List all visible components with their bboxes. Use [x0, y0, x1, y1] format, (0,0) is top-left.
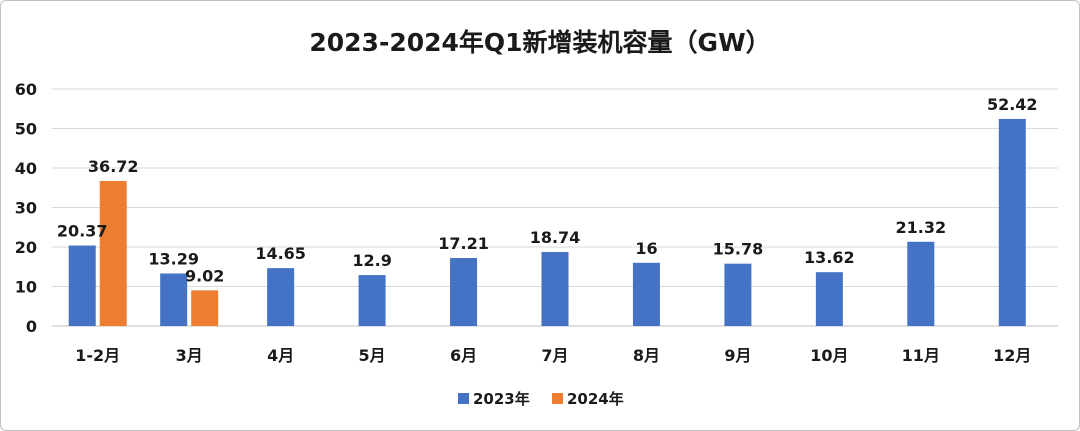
y-tick-label: 40 [15, 159, 37, 178]
y-tick-label: 60 [15, 80, 37, 99]
data-label: 14.65 [255, 244, 306, 263]
legend-swatch [552, 393, 563, 404]
y-tick-label: 0 [26, 317, 37, 336]
data-label: 13.62 [804, 248, 855, 267]
bar-2024年 [191, 290, 219, 326]
x-tick-label: 7月 [541, 346, 568, 365]
data-labels: 20.37 36.72 13.299.02 14.65 12.9 17.21 18.74 16… [57, 95, 1038, 285]
legend-label: 2024年 [567, 390, 624, 408]
x-tick-label: 8月 [633, 346, 660, 365]
x-tick-label: 12月 [993, 346, 1031, 365]
y-tick-label: 30 [15, 199, 37, 218]
x-tick-label: 6月 [450, 346, 477, 365]
legend: 2023年 2024年 [458, 390, 624, 408]
data-label: 36.72 [88, 157, 139, 176]
data-label: 12.9 [352, 251, 391, 270]
bar-2024年 [99, 180, 127, 326]
data-label: 52.42 [987, 95, 1038, 114]
legend-swatch [458, 393, 469, 404]
x-tick-label: 10月 [810, 346, 848, 365]
data-label: 20.37 [57, 222, 108, 241]
x-tick-label: 9月 [724, 346, 751, 365]
bar-2023年 [160, 273, 188, 326]
bar-2023年 [724, 263, 752, 326]
data-label: 9.02 [185, 266, 224, 285]
legend-label: 2023年 [473, 390, 530, 408]
bar-2023年 [68, 245, 96, 326]
y-tick-label: 20 [15, 238, 37, 257]
chart-title: 2023-2024年Q1新增装机容量（GW） [309, 28, 770, 57]
data-label: 13.29 [148, 250, 199, 269]
x-tick-label: 11月 [902, 346, 940, 365]
bar-2023年 [998, 118, 1026, 326]
data-label: 21.32 [896, 218, 947, 237]
gridlines [52, 88, 1058, 327]
x-tick-label: 3月 [176, 346, 203, 365]
data-label: 15.78 [713, 240, 764, 259]
data-label: 18.74 [530, 228, 581, 247]
data-label: 17.21 [438, 234, 489, 253]
y-tick-label: 10 [15, 278, 37, 297]
x-tick-label: 1-2月 [75, 346, 120, 365]
bar-2023年 [632, 262, 660, 326]
bar-2023年 [450, 258, 478, 326]
data-label: 16 [635, 239, 657, 258]
x-tick-label: 4月 [267, 346, 294, 365]
bars [68, 118, 1026, 326]
x-tick-label: 5月 [359, 346, 386, 365]
bar-2023年 [541, 251, 569, 326]
y-axis-ticks: 0 10 20 30 40 50 60 [15, 80, 37, 336]
y-tick-label: 50 [15, 120, 37, 139]
x-axis-ticks: 1-2月 3月 4月 5月 6月 7月 8月 9月 10月 11月 12月 [75, 346, 1031, 365]
bar-2023年 [358, 275, 386, 326]
bar-2023年 [267, 268, 295, 326]
bar-2023年 [907, 241, 935, 326]
bar-2023年 [815, 272, 843, 326]
